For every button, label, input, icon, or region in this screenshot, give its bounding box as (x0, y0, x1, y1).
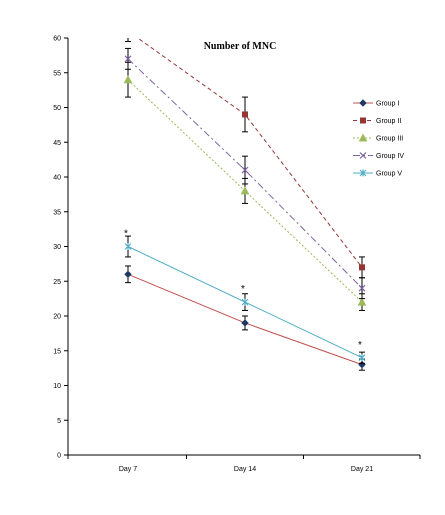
x-tick-label: Day 14 (234, 466, 256, 473)
data-point-group-v (124, 243, 132, 250)
data-point-group-iv (124, 55, 132, 63)
y-tick-label: 60 (53, 36, 61, 43)
legend-item-group-iii: Group III (353, 133, 403, 143)
chart-title: Number of MNC (204, 41, 277, 52)
series-group-iv (124, 47, 366, 300)
data-point-group-iv-stroke (358, 284, 366, 292)
significance-marker: * (358, 340, 362, 351)
y-tick-label: 10 (53, 383, 61, 390)
legend-item-group-i: Group I (353, 99, 399, 108)
significance-marker: * (124, 229, 128, 240)
legend-item-group-v: Group V (353, 169, 402, 178)
legend-label-group-v: Group V (376, 171, 402, 178)
legend-item-group-ii: Group II (353, 117, 401, 125)
data-point-group-iv (241, 166, 249, 174)
data-point-group-iii (123, 75, 133, 84)
y-tick-label: 20 (53, 314, 61, 321)
data-point-group-iv (358, 284, 366, 292)
legend: Group I Group II Group III Group IV Group V (353, 99, 404, 178)
legend-marker-group-iv-stroke (359, 152, 367, 159)
y-tick-label: 5 (57, 418, 61, 425)
legend-label-group-ii: Group II (376, 118, 401, 125)
legend-marker-group-i (359, 99, 367, 107)
data-point-group-v (358, 354, 366, 362)
legend-item-group-iv: Group IV (353, 152, 404, 160)
y-tick-label: 35 (53, 209, 61, 216)
series-group-v (124, 235, 366, 364)
significance-marker: * (241, 284, 245, 295)
y-tick-label: 50 (53, 105, 61, 112)
legend-marker-group-iii (358, 133, 368, 142)
legend-label-group-iii: Group III (376, 136, 403, 143)
data-point-group-iv-stroke (124, 55, 132, 63)
legend-marker-group-ii (360, 117, 366, 124)
data-point-group-ii (359, 264, 365, 271)
plot-area: 0 5 10 15 20 25 30 35 40 45 50 55 60 Day 7 Day 14 Day 2… (53, 36, 421, 473)
data-point-group-iii (240, 186, 250, 195)
series-layer (123, 38, 367, 371)
data-point-group-iii (357, 297, 367, 306)
data-point-group-i (241, 319, 249, 327)
x-tick-label: Day 7 (119, 466, 137, 473)
y-tick-label: 30 (53, 244, 61, 251)
legend-label-group-i: Group I (376, 101, 399, 108)
y-tick-label: 40 (53, 175, 61, 182)
y-tick-label: 15 (53, 348, 61, 355)
legend-marker-group-iv (359, 152, 367, 159)
data-point-group-ii (242, 111, 248, 118)
data-point-group-v (241, 298, 249, 306)
y-tick-label: 25 (53, 279, 61, 286)
legend-label-group-iv: Group IV (376, 153, 404, 160)
data-point-group-iv-stroke (241, 166, 249, 174)
data-point-group-i (124, 270, 132, 279)
x-tick-label: Day 21 (351, 466, 373, 473)
y-tick-label: 45 (53, 140, 61, 147)
legend-marker-group-v (359, 169, 367, 177)
y-tick-label: 55 (53, 70, 61, 77)
y-tick-label: 0 (57, 453, 61, 460)
